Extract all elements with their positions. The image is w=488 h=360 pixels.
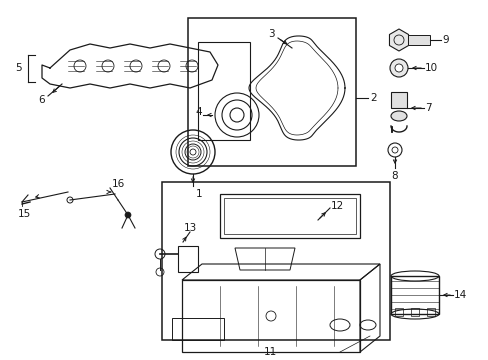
- Text: 11: 11: [263, 347, 276, 357]
- Text: 5: 5: [15, 63, 21, 73]
- Bar: [394, 308, 402, 316]
- Bar: [220, 194, 359, 238]
- Text: 10: 10: [424, 63, 437, 73]
- Bar: [390, 276, 438, 314]
- Text: 4: 4: [195, 107, 201, 117]
- Circle shape: [125, 212, 131, 218]
- Circle shape: [389, 59, 407, 77]
- Text: 16: 16: [112, 179, 125, 189]
- Bar: [182, 280, 359, 352]
- Bar: [172, 318, 224, 340]
- Text: 15: 15: [18, 209, 31, 219]
- Bar: [390, 92, 406, 108]
- Bar: [410, 308, 418, 316]
- Bar: [198, 42, 249, 140]
- Text: 7: 7: [424, 103, 431, 113]
- Text: 12: 12: [330, 201, 344, 211]
- Text: 3: 3: [267, 29, 274, 39]
- Bar: [426, 308, 434, 316]
- Bar: [178, 246, 198, 272]
- Text: 9: 9: [441, 35, 447, 45]
- Text: 8: 8: [390, 171, 397, 181]
- Bar: [162, 182, 389, 340]
- Bar: [224, 198, 355, 234]
- Ellipse shape: [390, 111, 406, 121]
- Bar: [407, 35, 429, 45]
- Text: 6: 6: [38, 95, 44, 105]
- Bar: [390, 126, 391, 132]
- Circle shape: [394, 64, 402, 72]
- Text: 13: 13: [183, 223, 197, 233]
- Bar: [187, 18, 355, 166]
- Text: 14: 14: [453, 290, 467, 300]
- Text: 2: 2: [369, 93, 376, 103]
- Text: 1: 1: [196, 189, 202, 199]
